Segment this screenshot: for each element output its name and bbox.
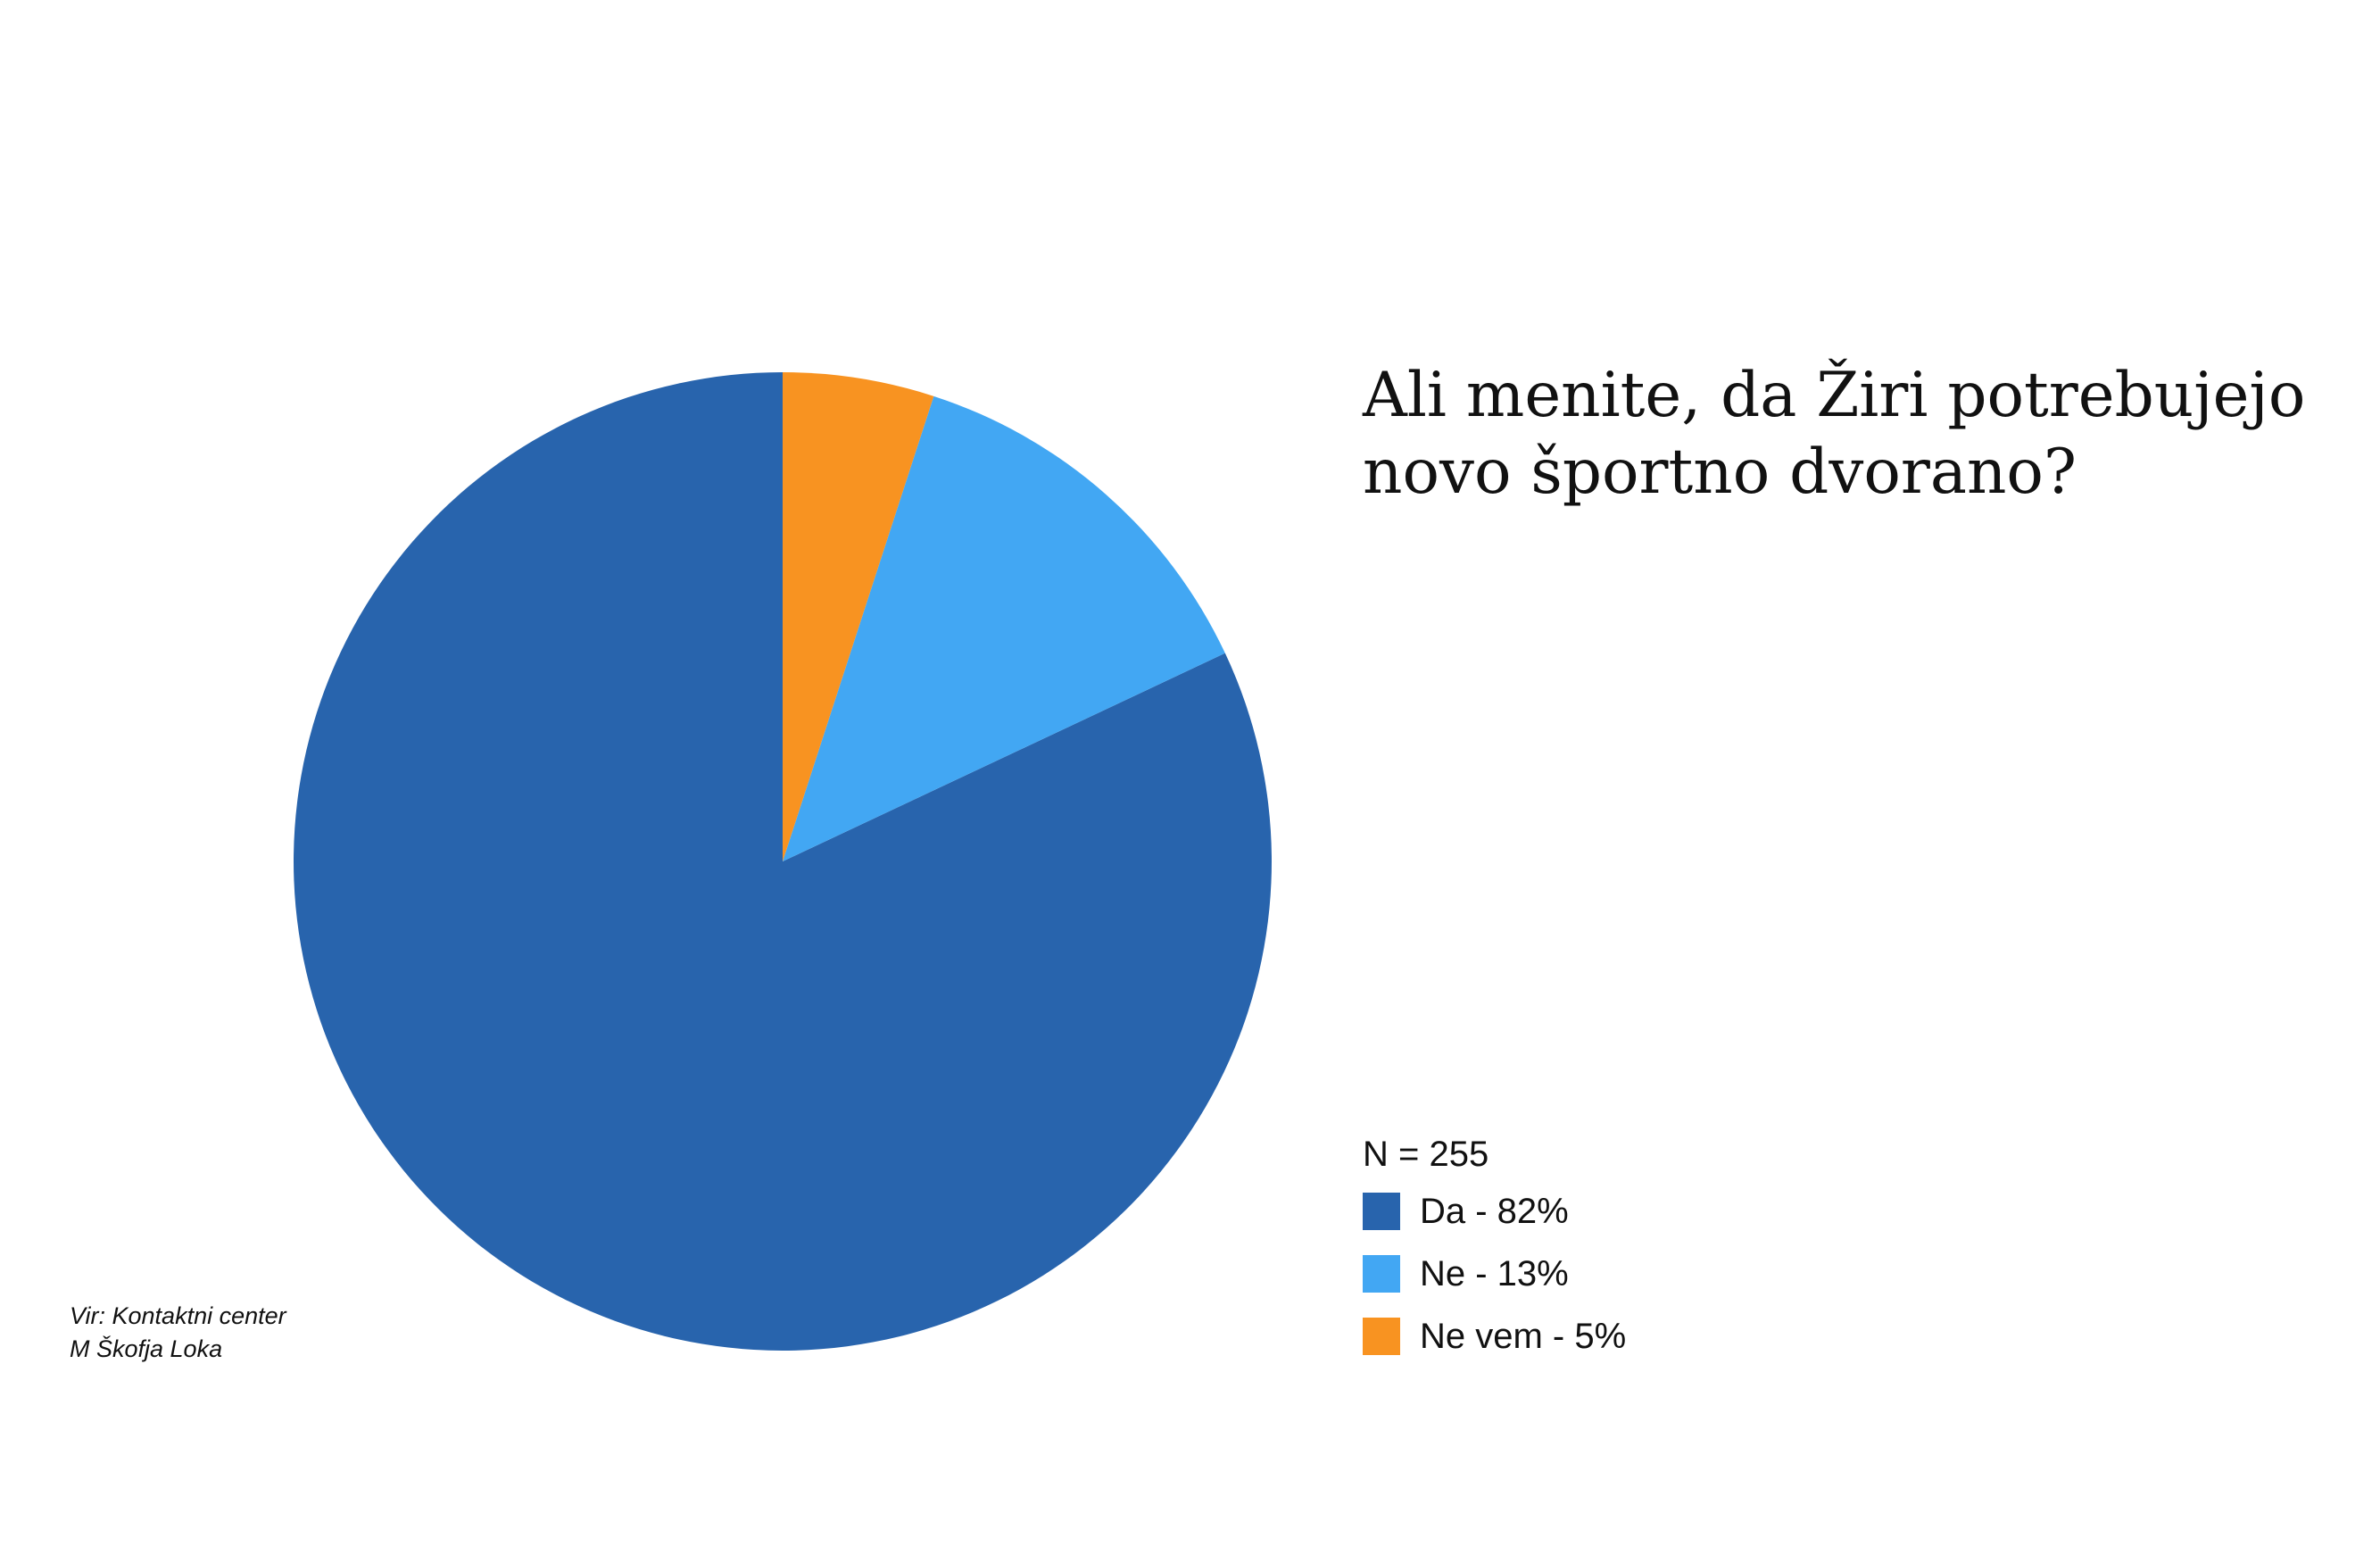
sample-size-label: N = 255: [1363, 1135, 1489, 1174]
legend-label-ne-vem: Ne vem - 5%: [1420, 1316, 1627, 1356]
source-note: Vir: Kontaktni center M Škofja Loka: [70, 1300, 286, 1366]
legend-item-ne-vem: Ne vem - 5%: [1363, 1317, 1626, 1356]
source-line-2: M Škofja Loka: [70, 1335, 223, 1362]
legend-label-da: Da - 82%: [1420, 1191, 1569, 1231]
pie-slice-ne: [783, 395, 1225, 861]
legend-swatch-da: [1363, 1193, 1400, 1230]
legend-swatch-ne: [1363, 1255, 1400, 1293]
chart-title-line-2: novo športno dvorano?: [1363, 437, 2077, 508]
legend-item-da: Da - 82%: [1363, 1192, 1569, 1231]
source-line-1: Vir: Kontaktni center: [70, 1302, 286, 1329]
chart-title: Ali menite, da Žiri potrebujejo novo špo…: [1363, 357, 2344, 511]
chart-title-line-1: Ali menite, da Žiri potrebujejo: [1363, 360, 2306, 431]
pie-slice-da: [294, 372, 1272, 1351]
legend-item-ne: Ne - 13%: [1363, 1254, 1569, 1293]
legend-swatch-ne-vem: [1363, 1318, 1400, 1355]
pie-slice-ne-vem: [783, 372, 934, 861]
legend-label-ne: Ne - 13%: [1420, 1253, 1569, 1293]
